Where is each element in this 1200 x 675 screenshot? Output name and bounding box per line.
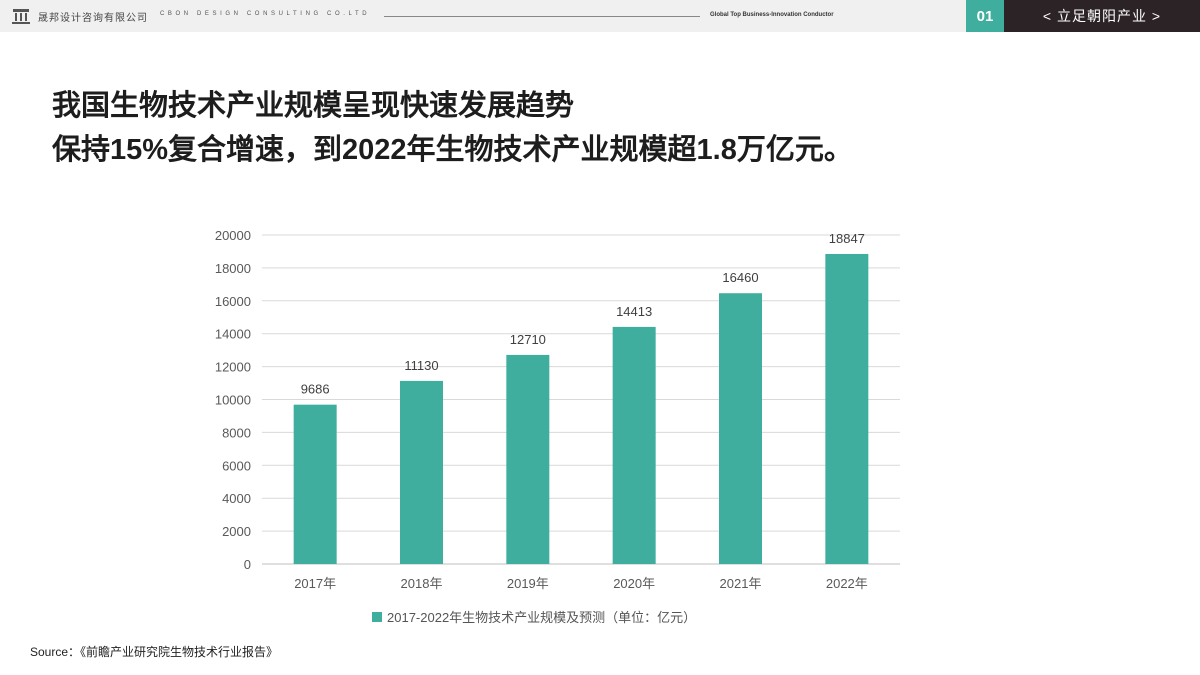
data-label: 11130 bbox=[404, 358, 438, 373]
tagline: Global Top Business-Innovation Conductor bbox=[710, 12, 834, 18]
page-number: 01 bbox=[966, 0, 1004, 32]
source-note: Source：《前瞻产业研究院生物技术行业报告》 bbox=[30, 645, 279, 659]
headline: 我国生物技术产业规模呈现快速发展趋势 保持15%复合增速，到2022年生物技术产… bbox=[52, 84, 853, 172]
headline-line-2: 保持15%复合增速，到2022年生物技术产业规模超1.8万亿元。 bbox=[52, 134, 853, 166]
x-tick-label: 2020年 bbox=[613, 576, 655, 591]
bar bbox=[293, 404, 337, 564]
bar bbox=[506, 354, 550, 564]
legend-swatch bbox=[372, 611, 382, 622]
y-tick-label: 12000 bbox=[215, 360, 251, 375]
y-tick-label: 8000 bbox=[222, 425, 251, 440]
y-tick-label: 6000 bbox=[222, 458, 251, 473]
headline-line-1: 我国生物技术产业规模呈现快速发展趋势 bbox=[52, 90, 575, 122]
x-tick-label: 2022年 bbox=[826, 576, 868, 591]
y-tick-label: 10000 bbox=[215, 393, 251, 408]
section-tag[interactable]: < 立足朝阳产业 > bbox=[1004, 0, 1200, 32]
y-tick-label: 0 bbox=[244, 557, 251, 572]
header-bar: 晟邦设计咨询有限公司 CBON DESIGN CONSULTING CO.LTD… bbox=[0, 0, 1200, 32]
legend-label: 2017-2022年生物技术产业规模及预测（单位：亿元） bbox=[387, 610, 697, 625]
data-label: 16460 bbox=[722, 270, 758, 285]
y-tick-label: 14000 bbox=[215, 327, 251, 342]
company-name-en: CBON DESIGN CONSULTING CO.LTD bbox=[160, 11, 371, 17]
bar bbox=[400, 380, 443, 564]
data-label: 12710 bbox=[510, 332, 546, 347]
bar bbox=[612, 326, 656, 564]
building-logo-icon bbox=[12, 9, 30, 24]
bar bbox=[825, 253, 869, 564]
x-tick-label: 2021年 bbox=[720, 576, 762, 591]
bar bbox=[719, 293, 762, 564]
y-tick-label: 2000 bbox=[222, 524, 251, 539]
x-tick-label: 2017年 bbox=[294, 576, 336, 591]
y-tick-label: 18000 bbox=[215, 261, 251, 276]
company-name-cn: 晟邦设计咨询有限公司 bbox=[38, 13, 148, 24]
x-tick-label: 2018年 bbox=[401, 576, 443, 591]
y-tick-label: 20000 bbox=[215, 228, 251, 243]
data-label: 18847 bbox=[829, 231, 865, 246]
data-label: 9686 bbox=[301, 382, 330, 397]
y-tick-label: 4000 bbox=[222, 491, 251, 506]
y-tick-label: 16000 bbox=[215, 294, 251, 309]
x-tick-label: 2019年 bbox=[507, 576, 549, 591]
header-divider bbox=[384, 16, 700, 17]
data-label: 14413 bbox=[616, 304, 652, 319]
chart-legend: 2017-2022年生物技术产业规模及预测（单位：亿元） bbox=[372, 607, 696, 626]
